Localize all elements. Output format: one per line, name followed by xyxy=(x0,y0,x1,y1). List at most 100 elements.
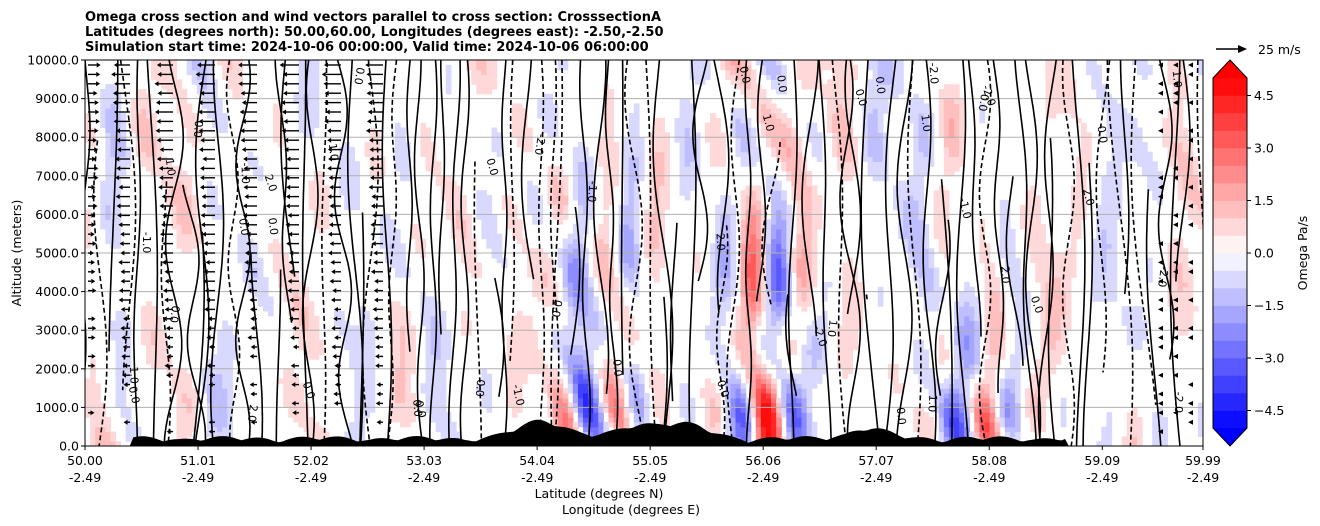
omega-cell xyxy=(1106,296,1113,302)
omega-cell xyxy=(588,363,594,370)
omega-cell xyxy=(1106,190,1113,196)
omega-cell xyxy=(1136,441,1143,446)
omega-cell xyxy=(755,209,762,215)
omega-cell xyxy=(979,407,986,413)
omega-cell xyxy=(857,301,864,307)
omega-cell xyxy=(750,397,757,404)
omega-cell xyxy=(781,407,787,413)
omega-cell xyxy=(953,407,960,413)
omega-cell xyxy=(857,286,864,293)
omega-cell xyxy=(537,267,543,273)
omega-cell xyxy=(801,402,808,408)
omega-cell xyxy=(786,257,792,264)
omega-cell xyxy=(847,175,853,182)
omega-cell xyxy=(430,335,437,341)
omega-cell xyxy=(298,421,305,428)
omega-cell xyxy=(806,195,813,201)
omega-cell xyxy=(918,426,925,433)
omega-cell xyxy=(847,320,853,326)
omega-cell xyxy=(618,383,625,389)
omega-cell xyxy=(704,417,711,423)
omega-cell xyxy=(1004,417,1011,423)
omega-cell xyxy=(659,262,665,269)
omega-cell xyxy=(242,253,249,259)
omega-cell xyxy=(913,426,920,433)
omega-cell xyxy=(745,195,752,201)
omega-cell xyxy=(191,214,198,220)
omega-cell xyxy=(593,344,599,351)
omega-cell xyxy=(1035,277,1041,283)
omega-cell xyxy=(394,320,401,326)
omega-cell xyxy=(400,421,406,428)
omega-cell xyxy=(313,339,320,346)
omega-cell xyxy=(349,195,355,201)
omega-cell xyxy=(486,397,493,404)
omega-cell xyxy=(633,219,640,225)
omega-cell xyxy=(796,209,803,215)
omega-cell xyxy=(811,354,818,360)
omega-cell xyxy=(598,257,604,264)
omega-cell xyxy=(1070,243,1077,249)
omega-cell xyxy=(1111,253,1118,259)
omega-cell xyxy=(1030,257,1036,264)
omega-cell xyxy=(765,180,772,187)
omega-cell xyxy=(1014,262,1021,269)
omega-cell xyxy=(186,373,193,380)
omega-cell xyxy=(847,368,853,375)
omega-cell xyxy=(394,339,401,346)
omega-cell xyxy=(461,257,467,264)
omega-cell xyxy=(1091,257,1097,264)
omega-cell xyxy=(440,354,447,360)
omega-cell xyxy=(633,243,640,249)
omega-cell xyxy=(918,195,925,201)
omega-cell xyxy=(745,363,752,370)
omega-cell xyxy=(105,228,112,235)
omega-cell xyxy=(303,344,310,351)
omega-cell xyxy=(730,421,737,428)
omega-cell xyxy=(928,431,935,437)
omega-cell xyxy=(628,378,635,384)
omega-cell xyxy=(1157,417,1163,423)
omega-cell xyxy=(984,310,991,317)
omega-cell xyxy=(481,214,488,220)
omega-cell xyxy=(1136,421,1143,428)
omega-cell xyxy=(928,296,935,302)
omega-cell xyxy=(511,209,518,215)
omega-cell xyxy=(227,368,233,375)
omega-cell xyxy=(659,175,665,182)
omega-cell xyxy=(1014,272,1021,278)
omega-cell xyxy=(1111,243,1118,249)
omega-cell xyxy=(760,431,767,437)
omega-cell xyxy=(583,291,589,298)
omega-cell xyxy=(176,397,183,404)
omega-cell xyxy=(715,392,721,399)
omega-cell xyxy=(720,248,726,254)
omega-cell xyxy=(791,344,798,351)
omega-cell xyxy=(267,243,274,249)
omega-cell xyxy=(572,397,579,404)
omega-cell xyxy=(1106,412,1113,418)
omega-cell xyxy=(588,286,594,293)
omega-cell xyxy=(476,204,482,211)
omega-cell xyxy=(628,214,635,220)
omega-cell xyxy=(476,267,482,273)
omega-cell xyxy=(435,421,442,428)
omega-cell xyxy=(811,363,818,370)
omega-cell xyxy=(994,349,1001,355)
omega-cell xyxy=(511,392,518,399)
omega-cell xyxy=(583,262,589,269)
omega-cell xyxy=(1197,224,1203,230)
omega-cell xyxy=(989,417,996,423)
omega-cell xyxy=(984,368,991,375)
omega-cell xyxy=(1050,325,1057,331)
omega-cell xyxy=(588,170,594,177)
omega-cell xyxy=(562,277,569,283)
omega-cell xyxy=(1172,253,1179,259)
omega-cell xyxy=(1177,248,1184,254)
omega-cell xyxy=(1187,320,1194,326)
omega-cell xyxy=(1101,267,1108,273)
omega-cell xyxy=(750,301,757,307)
omega-cell xyxy=(811,257,818,264)
omega-cell xyxy=(923,426,930,433)
omega-cell xyxy=(1197,214,1203,220)
